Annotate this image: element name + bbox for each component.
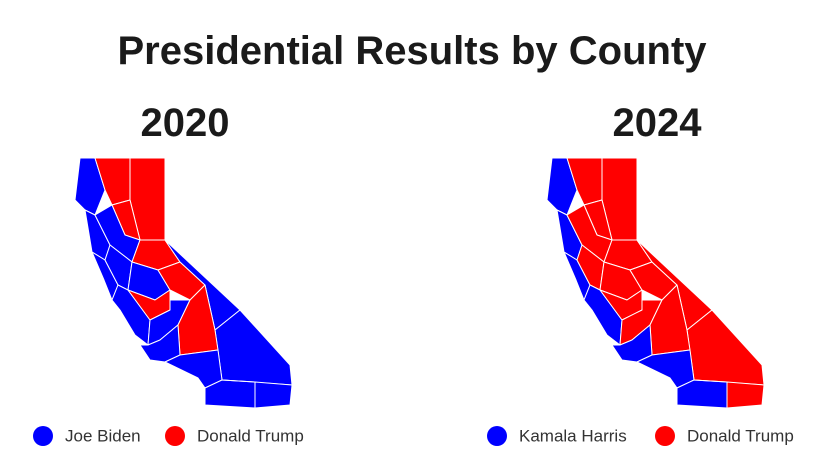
legend-label: Joe Biden [65, 426, 141, 445]
legend-label: Donald Trump [687, 426, 794, 445]
county-map [546, 157, 765, 409]
title: Presidential Results by County [117, 29, 707, 73]
county-region [254, 381, 293, 409]
county-region [204, 379, 256, 409]
county-region [726, 381, 765, 409]
year-label: 2024 [613, 101, 703, 145]
county-region [221, 379, 256, 383]
legend-swatch [33, 426, 53, 446]
legend-swatch [487, 426, 507, 446]
county-region [693, 379, 728, 383]
legend-label: Kamala Harris [519, 426, 627, 445]
legend-swatch [165, 426, 185, 446]
county-region [676, 379, 728, 409]
year-label: 2020 [141, 101, 230, 145]
legend-label: Donald Trump [197, 426, 304, 445]
county-map [74, 157, 293, 409]
legend-swatch [655, 426, 675, 446]
